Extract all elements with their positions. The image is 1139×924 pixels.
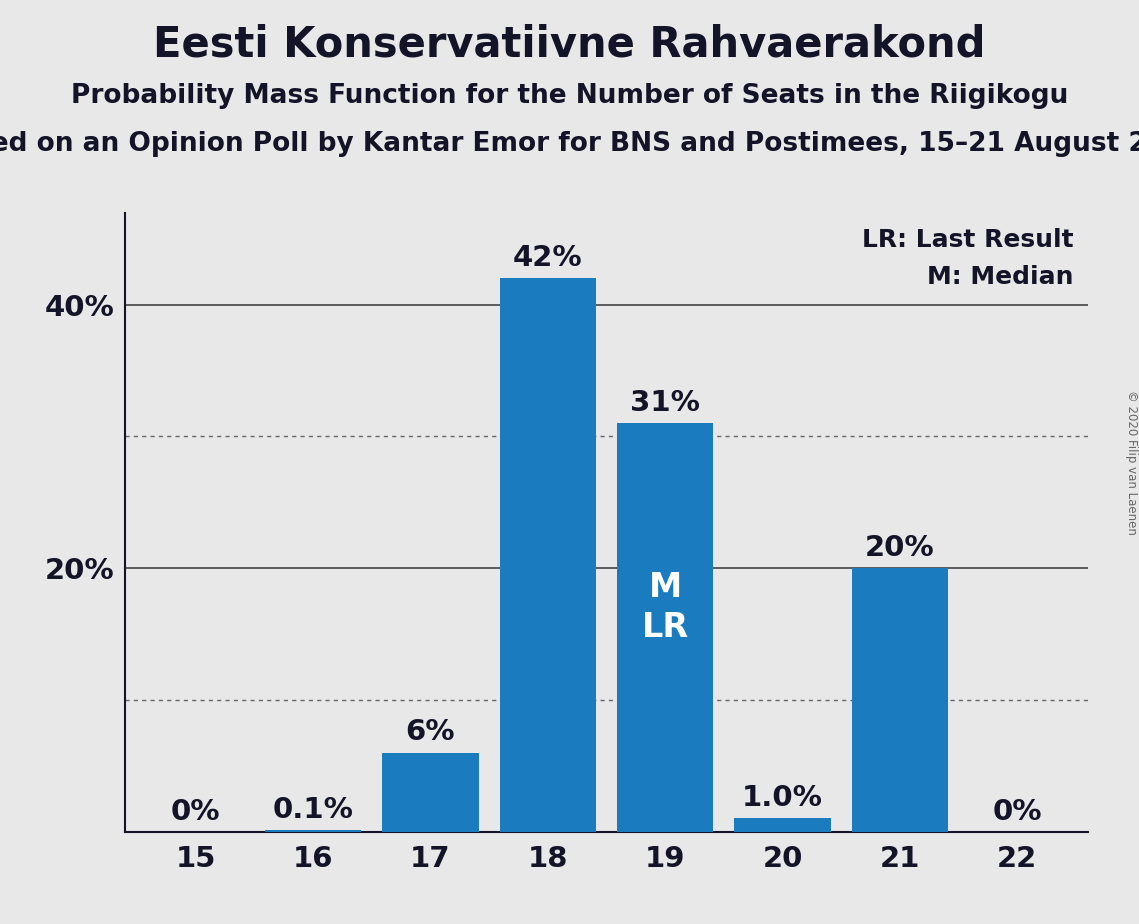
Text: 1.0%: 1.0% xyxy=(743,784,823,812)
Text: 6%: 6% xyxy=(405,718,456,746)
Bar xyxy=(852,568,948,832)
Text: LR: Last Result: LR: Last Result xyxy=(862,228,1073,252)
Bar xyxy=(617,423,713,832)
Text: 0.1%: 0.1% xyxy=(272,796,353,823)
Bar xyxy=(500,278,596,832)
Text: LR: LR xyxy=(641,611,689,644)
Text: 0%: 0% xyxy=(992,798,1042,826)
Text: 20%: 20% xyxy=(866,533,935,562)
Text: Probability Mass Function for the Number of Seats in the Riigikogu: Probability Mass Function for the Number… xyxy=(71,83,1068,109)
Text: 0%: 0% xyxy=(171,798,221,826)
Bar xyxy=(383,752,478,832)
Text: M: M xyxy=(648,571,682,604)
Bar xyxy=(735,819,830,832)
Bar xyxy=(265,831,361,832)
Text: 31%: 31% xyxy=(630,389,700,417)
Text: Eesti Konservatiivne Rahvaerakond: Eesti Konservatiivne Rahvaerakond xyxy=(154,23,985,65)
Text: Based on an Opinion Poll by Kantar Emor for BNS and Postimees, 15–21 August 2019: Based on an Opinion Poll by Kantar Emor … xyxy=(0,131,1139,157)
Text: 42%: 42% xyxy=(513,244,583,272)
Text: © 2020 Filip van Laenen: © 2020 Filip van Laenen xyxy=(1124,390,1138,534)
Text: M: Median: M: Median xyxy=(927,265,1073,289)
